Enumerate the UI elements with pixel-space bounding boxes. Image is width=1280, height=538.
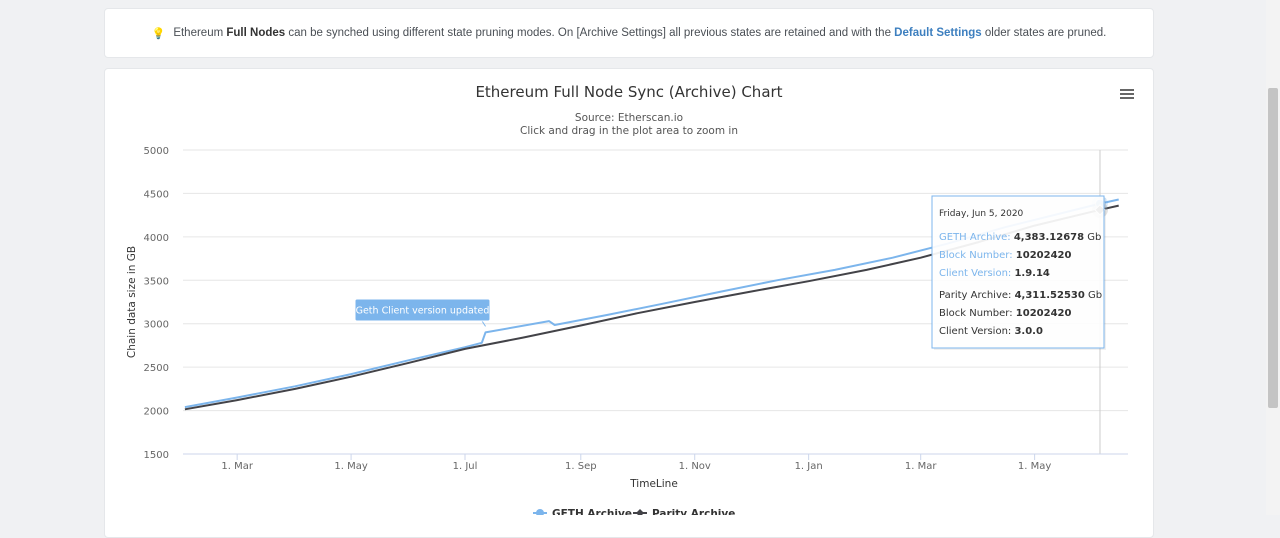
annotation-connector — [481, 320, 486, 327]
legend-symbol-marker — [636, 509, 644, 515]
legend-symbol-marker — [536, 509, 544, 515]
x-tick-label: 1. Sep — [565, 461, 597, 472]
x-tick-label: 1. May — [334, 461, 367, 472]
x-tick-label: 1. Mar — [221, 461, 253, 472]
page-scrollbar-thumb[interactable] — [1268, 88, 1278, 408]
legend-item-geth[interactable]: GETH Archive — [533, 508, 632, 515]
tooltip-parity-block: Block Number: 10202420 — [939, 308, 1071, 319]
chart-menu-icon[interactable] — [1117, 86, 1137, 102]
legend-label: Parity Archive — [652, 508, 735, 515]
tooltip-date: Friday, Jun 5, 2020 — [939, 209, 1024, 219]
y-tick-label: 5000 — [144, 146, 169, 157]
x-tick-label: 1. Mar — [905, 461, 937, 472]
y-tick-label: 2500 — [144, 363, 169, 374]
x-tick-label: 1. Jan — [795, 461, 823, 472]
y-tick-label: 4000 — [144, 233, 169, 244]
lightbulb-icon: 💡 — [151, 27, 166, 40]
chart-subtitle-zoom-hint: Click and drag in the plot area to zoom … — [520, 125, 738, 137]
chart-subtitle: Source: Etherscan.io — [575, 112, 683, 124]
tooltip-geth-block: Block Number: 10202420 — [939, 250, 1071, 261]
y-tick-label: 3000 — [144, 320, 169, 331]
tooltip-box — [931, 195, 1105, 349]
x-tick-label: 1. Jul — [453, 461, 478, 472]
x-axis-title: TimeLine — [629, 478, 678, 490]
default-settings-link[interactable]: Default Settings — [894, 27, 982, 39]
tooltip-geth-client: Client Version: 1.9.14 — [939, 268, 1050, 279]
notice-banner: 💡 Ethereum Full Nodes can be synched usi… — [104, 8, 1154, 58]
annotation-box — [354, 298, 491, 322]
tooltip-parity-value: Parity Archive: 4,311.52530 Gb — [939, 290, 1102, 301]
legend-label: GETH Archive — [552, 508, 632, 515]
annotation-label: Geth Client version updated — [356, 306, 490, 317]
x-tick-label: 1. May — [1018, 461, 1051, 472]
y-tick-label: 3500 — [144, 276, 169, 287]
y-axis-title: Chain data size in GB — [126, 246, 138, 358]
y-tick-label: 2000 — [144, 407, 169, 418]
notice-text: Ethereum Full Nodes can be synched using… — [173, 27, 1107, 39]
y-tick-label: 4500 — [144, 189, 169, 200]
y-tick-label: 1500 — [144, 450, 169, 461]
tooltip-geth-value: GETH Archive: 4,383.12678 Gb — [939, 232, 1101, 243]
tooltip-parity-client: Client Version: 3.0.0 — [939, 326, 1043, 337]
x-tick-label: 1. Nov — [679, 461, 711, 472]
sync-chart[interactable]: 1500 2000 2500 3000 3500 4000 4500 5000 1. Mar 1.… — [0, 0, 1280, 515]
legend-item-parity[interactable]: Parity Archive — [633, 508, 735, 515]
chart-title: Ethereum Full Node Sync (Archive) Chart — [475, 83, 782, 101]
